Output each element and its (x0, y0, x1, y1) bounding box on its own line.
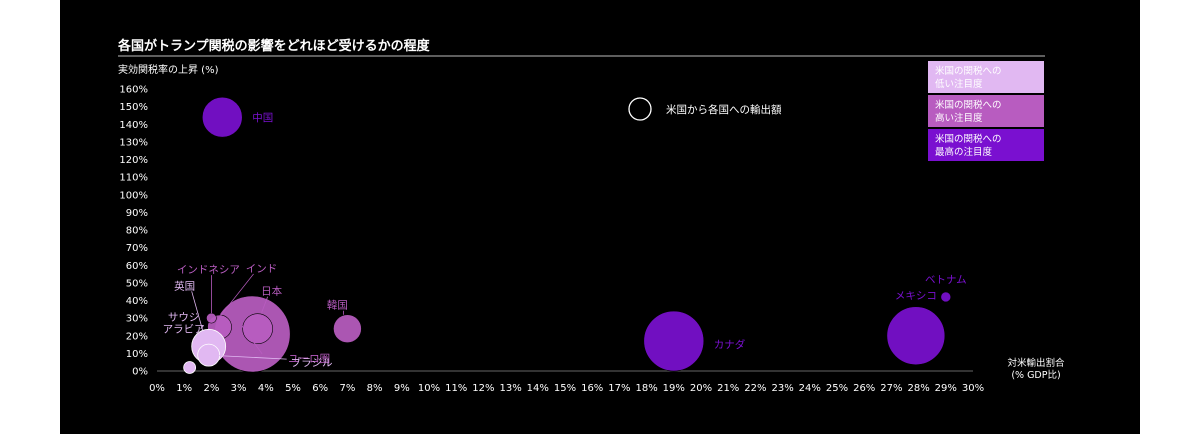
x-tick-label: 2% (203, 383, 219, 394)
y-tick-label: 90% (126, 208, 148, 219)
legend-label-line1: 米国の関税への (935, 133, 1002, 145)
chart-title: 各国がトランプ関税の影響をどれほど受けるかの程度 (117, 38, 431, 54)
legend-swatch-high (928, 95, 1044, 127)
y-tick-label: 100% (119, 190, 148, 201)
x-tick-label: 9% (394, 383, 410, 394)
x-tick-label: 4% (258, 383, 274, 394)
x-tick-label: 15% (554, 383, 576, 394)
bubble-label: インドネシア (177, 264, 240, 276)
x-tick-label: 8% (367, 383, 383, 394)
y-tick-label: 0% (132, 367, 148, 378)
bubble-label: ベトナム (925, 274, 967, 286)
x-tick-label: 10% (418, 383, 440, 394)
y-tick-label: 80% (126, 226, 148, 237)
x-tick-label: 23% (771, 383, 793, 394)
x-tick-label: 5% (285, 383, 301, 394)
x-axis-label-line2: (% GDP比) (1011, 369, 1060, 381)
x-tick-label: 30% (962, 383, 984, 394)
label-leader-line (191, 291, 204, 331)
legend-label-line1: 米国の関税への (935, 65, 1002, 77)
bubble-label: サウジ (168, 311, 200, 323)
x-tick-label: 28% (907, 383, 929, 394)
bubble-label: ユーロ圏 (288, 353, 330, 365)
label-leader-line (241, 325, 263, 355)
y-tick-label: 50% (126, 278, 148, 289)
bubble-point (940, 291, 952, 303)
legend-label-line1: 米国の関税への (935, 99, 1002, 111)
bubble-chart: 各国がトランプ関税の影響をどれほど受けるかの程度 実効関税率の上昇 (%) 対米… (117, 38, 1065, 395)
x-tick-label: 17% (608, 383, 630, 394)
x-tick-label: 25% (826, 383, 848, 394)
x-tick-label: 19% (663, 383, 685, 394)
y-tick-label: 30% (126, 314, 148, 325)
y-tick-label: 150% (119, 102, 148, 113)
x-axis-label-line1: 対米輸出割合 (1007, 357, 1065, 369)
bubble-point (201, 96, 243, 138)
bubble-label: 英国 (174, 279, 195, 292)
x-tick-label: 14% (527, 383, 549, 394)
x-tick-label: 16% (581, 383, 603, 394)
size-legend-label: 米国から各国への輸出額 (666, 103, 782, 116)
x-tick-label: 20% (690, 383, 712, 394)
bubble-label: 中国 (252, 111, 273, 124)
y-tick-label: 110% (119, 173, 148, 184)
x-tick-label: 21% (717, 383, 739, 394)
bubble-point (183, 361, 197, 374)
bubble-point (643, 310, 705, 372)
legend-label-line2: 低い注目度 (935, 78, 983, 90)
x-tick-label: 3% (231, 383, 247, 394)
y-tick-label: 160% (119, 85, 148, 96)
bubble-point (242, 313, 273, 345)
bubble-label: アラビア (163, 323, 205, 335)
x-tick-label: 6% (312, 383, 328, 394)
x-tick-label: 7% (339, 383, 355, 394)
x-tick-label: 18% (635, 383, 657, 394)
y-axis-label: 実効関税率の上昇 (%) (118, 63, 219, 76)
x-tick-label: 22% (744, 383, 766, 394)
bubble-point (886, 306, 946, 366)
label-leader-line (261, 296, 269, 313)
y-tick-label: 10% (126, 349, 148, 360)
x-tick-label: 12% (472, 383, 494, 394)
x-tick-label: 26% (853, 383, 875, 394)
x-tick-label: 11% (445, 383, 467, 394)
bubbles (183, 96, 952, 374)
label-leader-line (208, 354, 287, 360)
y-tick-label: 130% (119, 137, 148, 148)
axis-ticks: 0% 10% 20% 30% 40% 50% 60% 70% 80% 90% 100% 110% 120… (119, 85, 984, 395)
x-tick-label: 13% (499, 383, 521, 394)
x-tick-label: 0% (149, 383, 165, 394)
bubble-label: ブラジル (291, 356, 333, 369)
legend-label-line2: 高い注目度 (935, 112, 983, 124)
label-leader-line (219, 273, 254, 318)
bubble-label: カナダ (714, 338, 746, 351)
x-tick-label: 24% (799, 383, 821, 394)
legend-swatch-low (928, 61, 1044, 93)
bubble-label: 韓国 (327, 300, 348, 312)
y-tick-label: 20% (126, 331, 148, 342)
y-tick-label: 120% (119, 155, 148, 166)
bubble-point (333, 314, 362, 344)
y-tick-label: 40% (126, 296, 148, 307)
bubble-label: メキシコ (895, 290, 937, 302)
legend-swatch-highest (928, 129, 1044, 161)
size-legend-circle (628, 97, 652, 121)
y-tick-label: 60% (126, 261, 148, 272)
chart-panel: 各国がトランプ関税の影響をどれほど受けるかの程度 実効関税率の上昇 (%) 対米… (60, 0, 1140, 434)
bubble-point (206, 312, 217, 324)
x-tick-label: 29% (935, 383, 957, 394)
bubble-label: 日本 (261, 285, 282, 298)
y-tick-label: 140% (119, 120, 148, 131)
bubble-label: インド (246, 263, 278, 275)
y-tick-label: 70% (126, 243, 148, 254)
x-tick-label: 1% (176, 383, 192, 394)
x-tick-label: 27% (880, 383, 902, 394)
legend-label-line2: 最高の注目度 (935, 146, 993, 158)
